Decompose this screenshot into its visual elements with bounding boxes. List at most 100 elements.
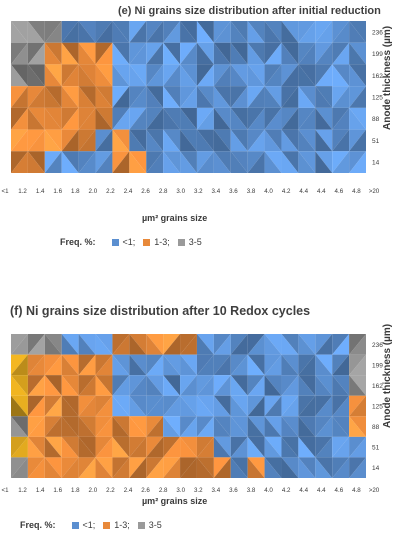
heatmap-cell [281, 151, 299, 173]
heatmap-cell [298, 416, 316, 437]
heatmap-cell [129, 21, 147, 43]
heatmap-cell [247, 416, 265, 437]
heatmap-cell [281, 151, 299, 173]
heatmap-cell [129, 129, 147, 152]
heatmap-cell [349, 86, 366, 108]
heatmap-cell [196, 42, 214, 65]
heatmap-cell [163, 129, 181, 152]
heatmap-cell [146, 334, 164, 355]
heatmap-cell [129, 334, 147, 355]
heatmap-cell [11, 416, 28, 437]
heatmap-cell [180, 354, 197, 376]
heatmap-cell [11, 354, 28, 376]
heatmap-cell [349, 21, 366, 43]
heatmap-cell [61, 354, 79, 376]
heatmap-cell [315, 86, 333, 108]
heatmap-cell [163, 457, 181, 478]
y-tick-label: 125 [372, 95, 383, 102]
heatmap-cell [180, 375, 197, 396]
heatmap-cell [196, 86, 214, 108]
x-tick-label: 1.2 [18, 188, 27, 195]
heatmap-cell [112, 151, 130, 173]
heatmap-cell [298, 64, 316, 87]
heatmap-cell [44, 107, 62, 130]
legend: Freq. %: <1; 1-3; 3-5 [20, 520, 170, 530]
heatmap-cell [27, 42, 45, 65]
heatmap-cell [27, 129, 45, 152]
heatmap-cell [146, 151, 164, 173]
legend-label: 3-5 [188, 237, 202, 247]
x-tick-label: 2.4 [124, 188, 133, 195]
x-axis-label: µm² grains size [142, 496, 208, 506]
heatmap-cell [230, 64, 248, 87]
heatmap-cell [146, 151, 164, 173]
heatmap-cell [315, 416, 333, 437]
heatmap-cell [298, 107, 316, 130]
x-tick-label: 2.6 [141, 487, 150, 494]
heatmap-cell [27, 86, 45, 108]
heatmap-cell [230, 375, 248, 396]
heatmap-cell [213, 334, 231, 355]
heatmap-cell [163, 107, 181, 130]
heatmap-cell [247, 395, 265, 417]
x-tick-label: 2.8 [159, 188, 168, 195]
heatmap-cell [78, 86, 96, 108]
heatmap-cell [332, 42, 350, 65]
heatmap-cell [112, 21, 130, 43]
x-tick-label: 3.4 [212, 188, 221, 195]
heatmap-cell [196, 151, 214, 173]
heatmap-cell [163, 151, 181, 173]
heatmap-cell [11, 395, 28, 417]
heatmap-cell [315, 416, 333, 437]
heatmap-cell [112, 129, 130, 152]
heatmap-cell [213, 64, 231, 87]
heatmap-cell [180, 64, 197, 87]
heatmap-cell [332, 64, 350, 87]
heatmap-cell [196, 151, 214, 173]
heatmap-cell [213, 107, 231, 130]
heatmap-cell [281, 42, 299, 65]
heatmap-cell [95, 107, 113, 130]
heatmap-cell [230, 86, 248, 108]
heatmap-cell [112, 64, 130, 87]
heatmap-cell [129, 375, 147, 396]
heatmap-cell [281, 42, 299, 65]
heatmap-cell [146, 107, 164, 130]
heatmap-cell [129, 129, 147, 152]
heatmap-cell [129, 416, 147, 437]
legend-item-orange: 1-3; [143, 237, 170, 247]
heatmap-cell [298, 395, 316, 417]
heatmap-cell [213, 151, 231, 173]
heatmap-cell [112, 436, 130, 458]
heatmap-cell [332, 416, 350, 437]
heatmap-cell [213, 334, 231, 355]
heatmap-cell [112, 457, 130, 478]
heatmap-cell [281, 416, 299, 437]
heatmap-cell [349, 354, 366, 376]
x-tick-label: 1.8 [71, 487, 80, 494]
heatmap-cell [95, 42, 113, 65]
heatmap-cell [163, 375, 181, 396]
heatmap-cell [78, 21, 96, 43]
legend-swatch [137, 521, 145, 529]
x-tick-label: 3.0 [176, 487, 185, 494]
heatmap-cell [180, 42, 197, 65]
heatmap-cell [146, 129, 164, 152]
heatmap-cell [196, 457, 214, 478]
heatmap-cell [247, 151, 265, 173]
heatmap-cell [196, 416, 214, 437]
heatmap-cell [129, 64, 147, 87]
heatmap-cell [44, 64, 62, 87]
heatmap-cell [27, 151, 45, 173]
x-tick-label: 4.4 [317, 188, 326, 195]
heatmap-cell [298, 151, 316, 173]
x-tick-label: 1.6 [53, 188, 62, 195]
x-tick-label: 2.2 [106, 188, 115, 195]
x-axis-label: µm² grains size [142, 213, 208, 223]
heatmap-cell [146, 354, 164, 376]
heatmap-cell [349, 395, 366, 417]
heatmap-cell [332, 436, 350, 458]
heatmap-cell [230, 21, 248, 43]
heatmap-cell [264, 129, 282, 152]
heatmap-cell [213, 129, 231, 152]
